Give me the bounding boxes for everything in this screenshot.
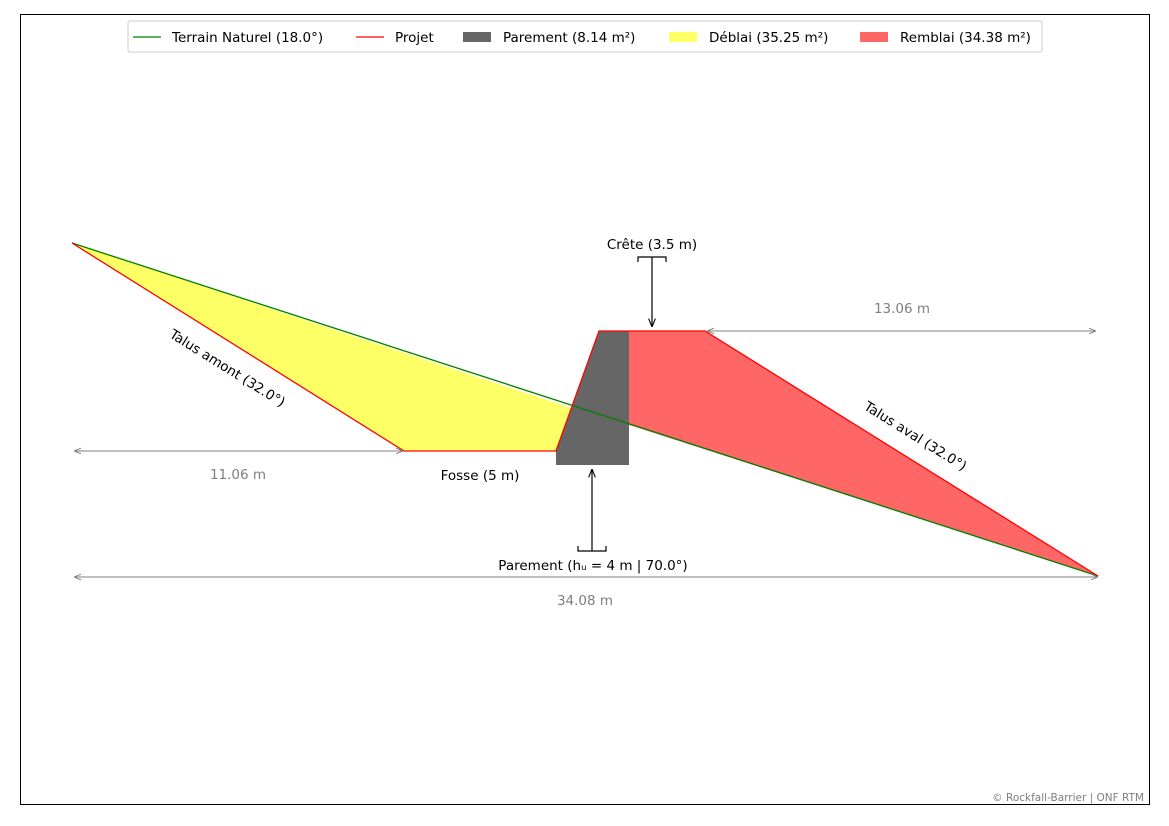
legend-deblai-swatch — [669, 32, 697, 42]
legend-box — [127, 20, 1043, 53]
legend-parement-swatch — [463, 32, 491, 42]
parement-label: Parement (hᵤ = 4 m | 70.0°) — [498, 558, 687, 574]
legend-remblai-swatch — [860, 32, 888, 42]
crete-label: Crête (3.5 m) — [607, 237, 697, 253]
fosse-label: Fosse (5 m) — [441, 468, 520, 484]
legend-terrain-label: Terrain Naturel (18.0°) — [171, 30, 323, 46]
deblai-area — [72, 243, 571, 451]
legend-deblai-label: Déblai (35.25 m²) — [709, 30, 828, 46]
projet-line — [71, 242, 1099, 577]
legend: Terrain Naturel (18.0°) Projet Parement … — [127, 20, 1043, 53]
parement-area — [556, 331, 629, 465]
legend-projet-label: Projet — [395, 30, 434, 46]
plot-frame — [20, 14, 1150, 805]
downstream-dimension-label: 13.06 m — [874, 301, 930, 317]
parement-bracket — [577, 546, 607, 552]
terrain-line — [71, 242, 1099, 577]
total-dimension-label: 34.08 m — [557, 593, 613, 609]
copyright-text: © Rockfall-Barrier | ONF RTM — [992, 792, 1144, 804]
legend-remblai-label: Remblai (34.38 m²) — [900, 30, 1031, 46]
legend-parement-label: Parement (8.14 m²) — [503, 30, 635, 46]
remblai-area — [629, 331, 1098, 576]
upstream-dimension-label: 11.06 m — [210, 467, 266, 483]
